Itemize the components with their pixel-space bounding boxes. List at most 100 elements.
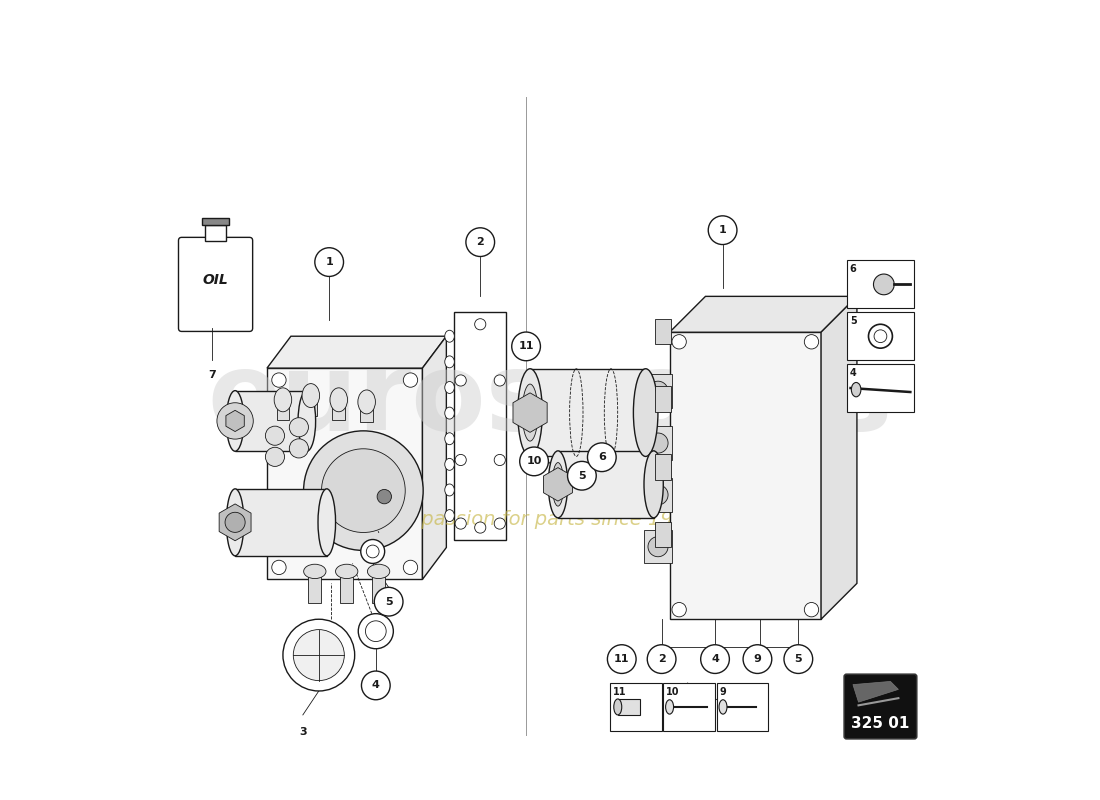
Ellipse shape: [444, 458, 454, 470]
Ellipse shape: [444, 510, 454, 522]
Bar: [276, 400, 289, 420]
Bar: [340, 571, 353, 603]
Circle shape: [568, 462, 596, 490]
Bar: [530, 369, 646, 457]
Text: 5: 5: [850, 316, 857, 326]
Text: eurospares: eurospares: [207, 347, 893, 453]
Polygon shape: [543, 468, 572, 501]
Bar: [205, 225, 227, 241]
Bar: [847, 364, 914, 412]
Bar: [847, 312, 914, 360]
Ellipse shape: [358, 390, 375, 414]
Polygon shape: [821, 296, 857, 619]
Circle shape: [404, 560, 418, 574]
Bar: [235, 489, 327, 556]
Circle shape: [512, 332, 540, 361]
Polygon shape: [852, 682, 899, 702]
Text: 1: 1: [718, 225, 726, 235]
Circle shape: [466, 228, 495, 257]
Ellipse shape: [548, 451, 568, 518]
Ellipse shape: [304, 564, 326, 578]
Bar: [645, 530, 672, 563]
Bar: [558, 451, 653, 518]
Ellipse shape: [444, 407, 454, 419]
Bar: [361, 402, 373, 422]
Bar: [609, 683, 661, 731]
Circle shape: [647, 645, 676, 674]
Polygon shape: [267, 336, 447, 368]
Circle shape: [455, 375, 466, 386]
Text: 11: 11: [614, 654, 629, 664]
Circle shape: [784, 645, 813, 674]
Ellipse shape: [634, 369, 658, 457]
Ellipse shape: [444, 433, 454, 445]
Bar: [332, 400, 345, 420]
Circle shape: [494, 454, 505, 466]
Circle shape: [648, 433, 668, 453]
Circle shape: [874, 330, 887, 342]
Bar: [656, 454, 671, 480]
Circle shape: [869, 324, 892, 348]
Polygon shape: [513, 393, 547, 432]
Circle shape: [294, 630, 344, 681]
Circle shape: [804, 334, 818, 349]
Text: 1: 1: [326, 257, 333, 267]
Ellipse shape: [522, 384, 538, 441]
Circle shape: [648, 537, 668, 557]
Circle shape: [272, 373, 286, 387]
Text: 9: 9: [754, 654, 761, 664]
Circle shape: [648, 381, 668, 402]
Polygon shape: [219, 504, 251, 541]
Text: 4: 4: [372, 681, 379, 690]
Circle shape: [701, 645, 729, 674]
Circle shape: [519, 447, 549, 476]
Circle shape: [315, 248, 343, 277]
Ellipse shape: [552, 462, 563, 506]
Circle shape: [455, 518, 466, 529]
Ellipse shape: [518, 369, 542, 457]
Circle shape: [265, 426, 285, 446]
Text: 8: 8: [718, 690, 726, 700]
Text: 5: 5: [794, 654, 802, 664]
Bar: [656, 318, 671, 344]
Ellipse shape: [336, 564, 358, 578]
Text: 325 01: 325 01: [851, 716, 910, 730]
Ellipse shape: [444, 356, 454, 368]
Bar: [618, 699, 640, 715]
Circle shape: [377, 490, 392, 504]
Ellipse shape: [302, 384, 320, 407]
Bar: [305, 395, 317, 415]
Circle shape: [283, 619, 354, 691]
Circle shape: [359, 614, 394, 649]
Bar: [645, 374, 672, 408]
Bar: [716, 683, 769, 731]
Circle shape: [744, 645, 772, 674]
Circle shape: [708, 216, 737, 245]
Bar: [663, 683, 715, 731]
Bar: [267, 368, 422, 579]
Text: 11: 11: [518, 342, 534, 351]
FancyBboxPatch shape: [178, 238, 253, 331]
Circle shape: [804, 602, 818, 617]
Bar: [847, 261, 914, 308]
Circle shape: [455, 454, 466, 466]
Circle shape: [321, 449, 405, 533]
Ellipse shape: [619, 423, 648, 459]
FancyBboxPatch shape: [844, 674, 916, 739]
Circle shape: [217, 402, 253, 439]
Ellipse shape: [330, 388, 348, 412]
Circle shape: [289, 418, 308, 437]
Bar: [656, 386, 671, 412]
Circle shape: [289, 439, 308, 458]
Ellipse shape: [614, 699, 622, 715]
Circle shape: [362, 671, 390, 700]
Circle shape: [404, 373, 418, 387]
Circle shape: [265, 447, 285, 466]
Text: 6: 6: [850, 265, 857, 274]
Bar: [454, 312, 506, 539]
Text: 4: 4: [850, 368, 857, 378]
Text: 6: 6: [598, 452, 606, 462]
Circle shape: [361, 539, 385, 563]
Polygon shape: [670, 296, 857, 332]
Text: 10: 10: [527, 456, 541, 466]
